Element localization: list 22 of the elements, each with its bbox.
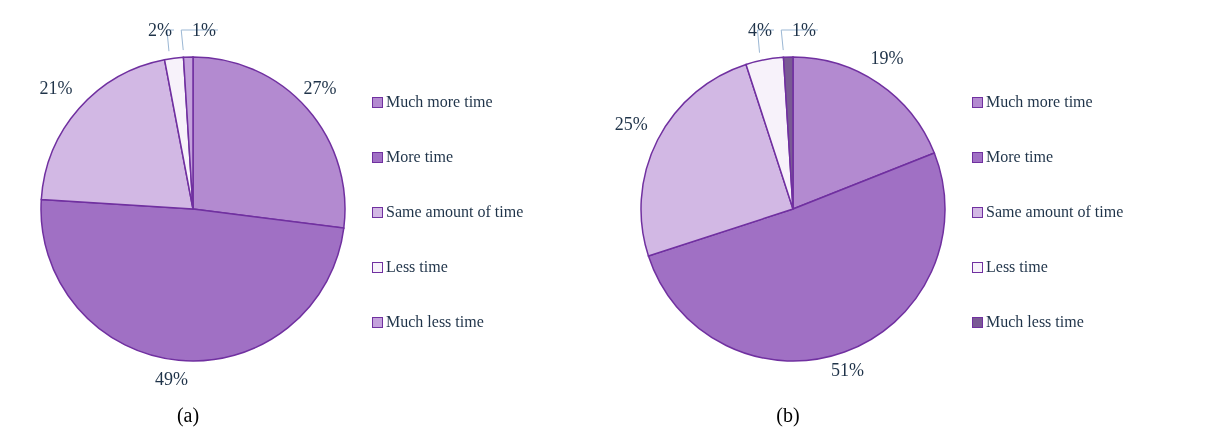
legend-label: Much less time xyxy=(386,313,484,331)
data-label: 19% xyxy=(870,48,904,69)
legend-label: More time xyxy=(386,148,454,166)
legend-label: Same amount of time xyxy=(386,203,524,221)
text: (a) xyxy=(175,404,201,427)
text: (b) xyxy=(775,404,801,427)
legend-label: Less time xyxy=(386,258,448,276)
data-label: 1% xyxy=(192,20,216,40)
data-label: 49% xyxy=(154,369,188,390)
legend-label: Much less time xyxy=(986,313,1084,331)
data-label: 27% xyxy=(303,77,337,98)
data-label: 51% xyxy=(831,359,865,380)
data-label: 4% xyxy=(748,20,772,40)
legend-label: Much more time xyxy=(386,93,493,111)
legend-label: Same amount of time xyxy=(986,203,1124,221)
legend-label: Less time xyxy=(986,258,1048,276)
legend-label: Much more time xyxy=(986,93,1093,111)
data-label: 25% xyxy=(614,114,648,135)
data-label: 2% xyxy=(148,20,172,40)
data-label: 1% xyxy=(792,20,816,40)
data-label: 21% xyxy=(39,77,73,98)
legend-label: More time xyxy=(986,148,1054,166)
